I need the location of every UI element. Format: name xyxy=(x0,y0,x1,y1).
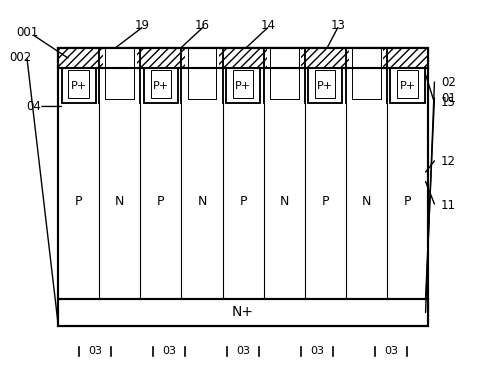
Text: 19: 19 xyxy=(134,19,149,31)
Bar xyxy=(397,70,418,98)
Text: P+: P+ xyxy=(153,81,169,91)
Text: 15: 15 xyxy=(441,96,456,109)
Bar xyxy=(267,48,301,104)
Bar xyxy=(58,299,428,326)
Text: 002: 002 xyxy=(9,51,31,64)
Text: P: P xyxy=(321,195,329,208)
Text: 03: 03 xyxy=(310,346,324,356)
Bar xyxy=(226,68,260,104)
Text: P+: P+ xyxy=(235,81,251,91)
Bar xyxy=(62,68,96,104)
Bar xyxy=(308,48,342,68)
Bar xyxy=(315,70,335,98)
Bar xyxy=(308,68,342,104)
Text: 001: 001 xyxy=(16,26,38,39)
Bar xyxy=(103,48,137,104)
Text: P+: P+ xyxy=(70,81,87,91)
Text: N: N xyxy=(197,195,207,208)
Text: P+: P+ xyxy=(317,81,333,91)
Bar xyxy=(144,48,178,68)
Text: 13: 13 xyxy=(330,19,345,31)
Bar xyxy=(68,70,89,98)
Text: 03: 03 xyxy=(236,346,250,356)
Bar xyxy=(390,48,425,68)
Text: 12: 12 xyxy=(441,155,456,169)
Text: P: P xyxy=(157,195,165,208)
Text: 02: 02 xyxy=(441,76,456,89)
Bar xyxy=(151,70,171,98)
Bar xyxy=(144,68,178,104)
Text: N+: N+ xyxy=(232,305,254,319)
Bar xyxy=(58,48,428,326)
Text: P+: P+ xyxy=(399,81,416,91)
Bar xyxy=(349,48,383,104)
Text: P: P xyxy=(239,195,247,208)
Bar xyxy=(226,48,260,68)
Bar xyxy=(390,68,425,104)
Text: N: N xyxy=(362,195,371,208)
Text: N: N xyxy=(279,195,289,208)
Text: 01: 01 xyxy=(441,93,456,105)
Text: 14: 14 xyxy=(260,19,275,31)
Text: P: P xyxy=(75,195,82,208)
Bar xyxy=(185,48,219,104)
Text: 03: 03 xyxy=(162,346,176,356)
Text: 03: 03 xyxy=(88,346,102,356)
Bar xyxy=(58,48,428,326)
Text: 16: 16 xyxy=(195,19,210,31)
Text: N: N xyxy=(115,195,124,208)
Bar xyxy=(62,48,96,68)
Bar xyxy=(58,48,428,68)
Text: 04: 04 xyxy=(26,100,41,113)
Bar xyxy=(233,70,253,98)
Text: 03: 03 xyxy=(384,346,398,356)
Text: 11: 11 xyxy=(441,199,456,212)
Text: P: P xyxy=(404,195,411,208)
